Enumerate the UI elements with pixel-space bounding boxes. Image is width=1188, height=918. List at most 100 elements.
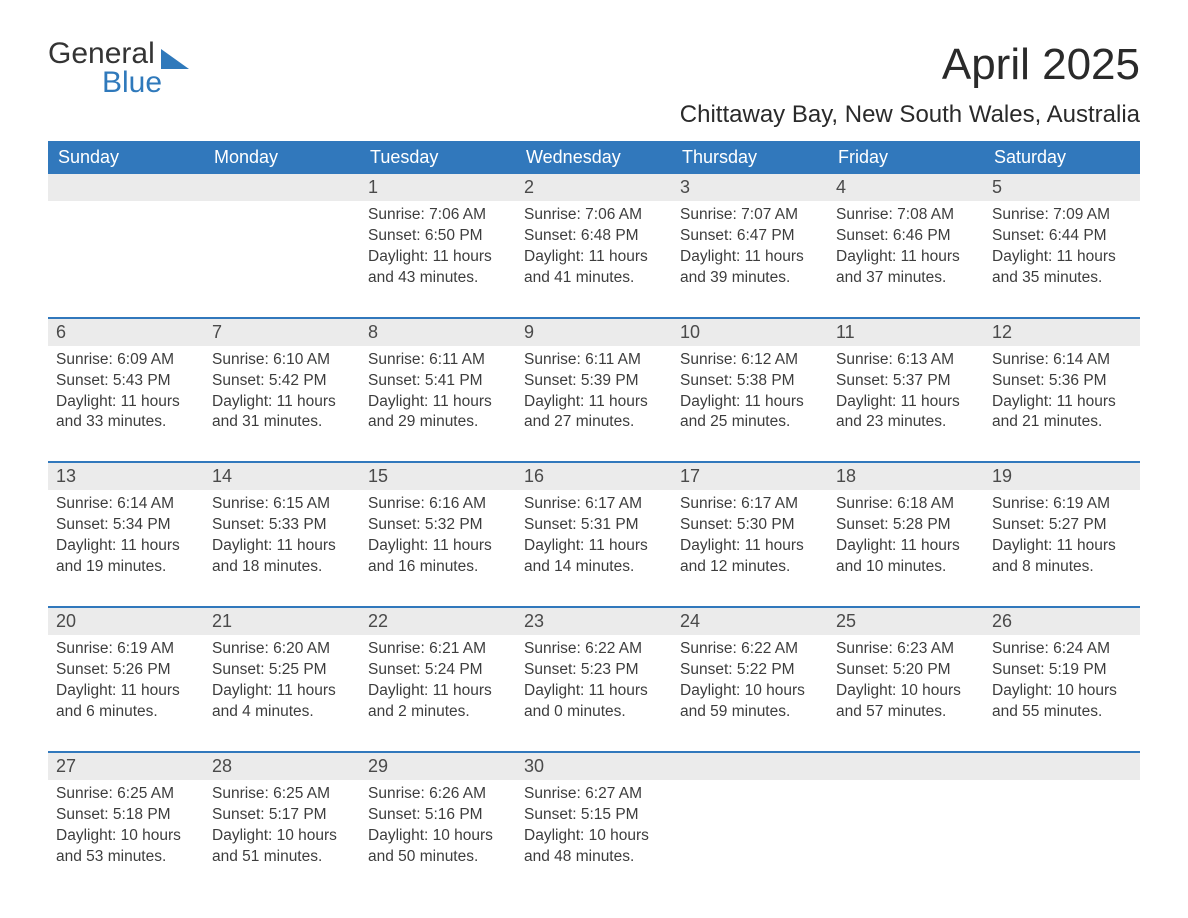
day-details: Sunrise: 6:09 AMSunset: 5:43 PMDaylight:…: [48, 346, 204, 463]
daylight-text: Daylight: 11 hours and 31 minutes.: [212, 392, 352, 434]
logo-word-general: General: [48, 40, 155, 69]
day-number: 8: [360, 318, 516, 346]
day-number: 6: [48, 318, 204, 346]
day-details: [984, 780, 1140, 896]
day-details: Sunrise: 6:25 AMSunset: 5:17 PMDaylight:…: [204, 780, 360, 896]
daylight-text: Daylight: 11 hours and 23 minutes.: [836, 392, 976, 434]
day-details: Sunrise: 6:11 AMSunset: 5:39 PMDaylight:…: [516, 346, 672, 463]
sunrise-text: Sunrise: 6:12 AM: [680, 350, 820, 371]
daylight-text: Daylight: 10 hours and 59 minutes.: [680, 681, 820, 723]
day-number: 4: [828, 174, 984, 201]
sunset-text: Sunset: 5:41 PM: [368, 371, 508, 392]
daylight-text: Daylight: 10 hours and 51 minutes.: [212, 826, 352, 868]
day-number: 13: [48, 462, 204, 490]
sunset-text: Sunset: 6:46 PM: [836, 226, 976, 247]
day-number: 5: [984, 174, 1140, 201]
day-details: Sunrise: 7:06 AMSunset: 6:48 PMDaylight:…: [516, 201, 672, 318]
daylight-text: Daylight: 10 hours and 57 minutes.: [836, 681, 976, 723]
day-details: Sunrise: 7:06 AMSunset: 6:50 PMDaylight:…: [360, 201, 516, 318]
sunset-text: Sunset: 5:16 PM: [368, 805, 508, 826]
sunset-text: Sunset: 5:17 PM: [212, 805, 352, 826]
sunset-text: Sunset: 5:27 PM: [992, 515, 1132, 536]
daylight-text: Daylight: 10 hours and 50 minutes.: [368, 826, 508, 868]
logo: General Blue: [48, 40, 189, 97]
sunrise-text: Sunrise: 6:19 AM: [992, 494, 1132, 515]
logo-triangle-icon: [161, 47, 189, 69]
daylight-text: Daylight: 10 hours and 55 minutes.: [992, 681, 1132, 723]
day-details: [204, 201, 360, 318]
day-details: Sunrise: 6:22 AMSunset: 5:23 PMDaylight:…: [516, 635, 672, 752]
day-details: Sunrise: 6:23 AMSunset: 5:20 PMDaylight:…: [828, 635, 984, 752]
day-details: [828, 780, 984, 896]
daylight-text: Daylight: 11 hours and 33 minutes.: [56, 392, 196, 434]
weekday-header: Saturday: [984, 141, 1140, 174]
daylight-text: Daylight: 11 hours and 29 minutes.: [368, 392, 508, 434]
sunrise-text: Sunrise: 6:27 AM: [524, 784, 664, 805]
daylight-text: Daylight: 11 hours and 18 minutes.: [212, 536, 352, 578]
day-number: 11: [828, 318, 984, 346]
sunrise-text: Sunrise: 7:06 AM: [368, 205, 508, 226]
daylight-text: Daylight: 11 hours and 12 minutes.: [680, 536, 820, 578]
day-number: 29: [360, 752, 516, 780]
logo-word-blue: Blue: [102, 69, 189, 98]
day-number: [672, 752, 828, 780]
day-details: Sunrise: 7:09 AMSunset: 6:44 PMDaylight:…: [984, 201, 1140, 318]
day-number: 25: [828, 607, 984, 635]
daylight-text: Daylight: 11 hours and 43 minutes.: [368, 247, 508, 289]
sunrise-text: Sunrise: 6:24 AM: [992, 639, 1132, 660]
sunrise-text: Sunrise: 6:11 AM: [524, 350, 664, 371]
day-details: Sunrise: 6:19 AMSunset: 5:27 PMDaylight:…: [984, 490, 1140, 607]
sunset-text: Sunset: 5:20 PM: [836, 660, 976, 681]
day-number: 2: [516, 174, 672, 201]
daylight-text: Daylight: 11 hours and 21 minutes.: [992, 392, 1132, 434]
daylight-text: Daylight: 10 hours and 53 minutes.: [56, 826, 196, 868]
sunrise-text: Sunrise: 6:13 AM: [836, 350, 976, 371]
weekday-header-row: Sunday Monday Tuesday Wednesday Thursday…: [48, 141, 1140, 174]
day-number: 27: [48, 752, 204, 780]
weekday-header: Thursday: [672, 141, 828, 174]
sunrise-text: Sunrise: 6:26 AM: [368, 784, 508, 805]
sunrise-text: Sunrise: 6:25 AM: [56, 784, 196, 805]
day-number: 15: [360, 462, 516, 490]
sunrise-text: Sunrise: 6:21 AM: [368, 639, 508, 660]
sunrise-text: Sunrise: 6:11 AM: [368, 350, 508, 371]
sunrise-text: Sunrise: 6:23 AM: [836, 639, 976, 660]
sunrise-text: Sunrise: 7:08 AM: [836, 205, 976, 226]
sunset-text: Sunset: 6:44 PM: [992, 226, 1132, 247]
day-details: Sunrise: 6:25 AMSunset: 5:18 PMDaylight:…: [48, 780, 204, 896]
day-details: Sunrise: 6:17 AMSunset: 5:31 PMDaylight:…: [516, 490, 672, 607]
sunset-text: Sunset: 5:33 PM: [212, 515, 352, 536]
sunrise-text: Sunrise: 6:19 AM: [56, 639, 196, 660]
sunrise-text: Sunrise: 6:20 AM: [212, 639, 352, 660]
sunset-text: Sunset: 5:25 PM: [212, 660, 352, 681]
day-details: [48, 201, 204, 318]
day-number: 1: [360, 174, 516, 201]
sunset-text: Sunset: 6:48 PM: [524, 226, 664, 247]
day-number: 23: [516, 607, 672, 635]
sunrise-text: Sunrise: 6:10 AM: [212, 350, 352, 371]
daylight-text: Daylight: 11 hours and 14 minutes.: [524, 536, 664, 578]
sunset-text: Sunset: 5:24 PM: [368, 660, 508, 681]
day-details: Sunrise: 6:21 AMSunset: 5:24 PMDaylight:…: [360, 635, 516, 752]
sunrise-text: Sunrise: 6:17 AM: [524, 494, 664, 515]
daylight-text: Daylight: 11 hours and 19 minutes.: [56, 536, 196, 578]
day-number: 21: [204, 607, 360, 635]
sunrise-text: Sunrise: 6:14 AM: [56, 494, 196, 515]
daylight-text: Daylight: 11 hours and 8 minutes.: [992, 536, 1132, 578]
day-details: Sunrise: 7:08 AMSunset: 6:46 PMDaylight:…: [828, 201, 984, 318]
day-details: Sunrise: 6:19 AMSunset: 5:26 PMDaylight:…: [48, 635, 204, 752]
location-subtitle: Chittaway Bay, New South Wales, Australi…: [48, 101, 1140, 129]
daylight-text: Daylight: 11 hours and 10 minutes.: [836, 536, 976, 578]
day-details: Sunrise: 6:24 AMSunset: 5:19 PMDaylight:…: [984, 635, 1140, 752]
sunrise-text: Sunrise: 6:22 AM: [680, 639, 820, 660]
day-details: Sunrise: 7:07 AMSunset: 6:47 PMDaylight:…: [672, 201, 828, 318]
sunset-text: Sunset: 5:18 PM: [56, 805, 196, 826]
day-number: 28: [204, 752, 360, 780]
sunrise-text: Sunrise: 7:09 AM: [992, 205, 1132, 226]
sunset-text: Sunset: 5:37 PM: [836, 371, 976, 392]
sunset-text: Sunset: 6:50 PM: [368, 226, 508, 247]
day-number: 18: [828, 462, 984, 490]
sunrise-text: Sunrise: 7:06 AM: [524, 205, 664, 226]
sunset-text: Sunset: 5:36 PM: [992, 371, 1132, 392]
day-details: Sunrise: 6:16 AMSunset: 5:32 PMDaylight:…: [360, 490, 516, 607]
